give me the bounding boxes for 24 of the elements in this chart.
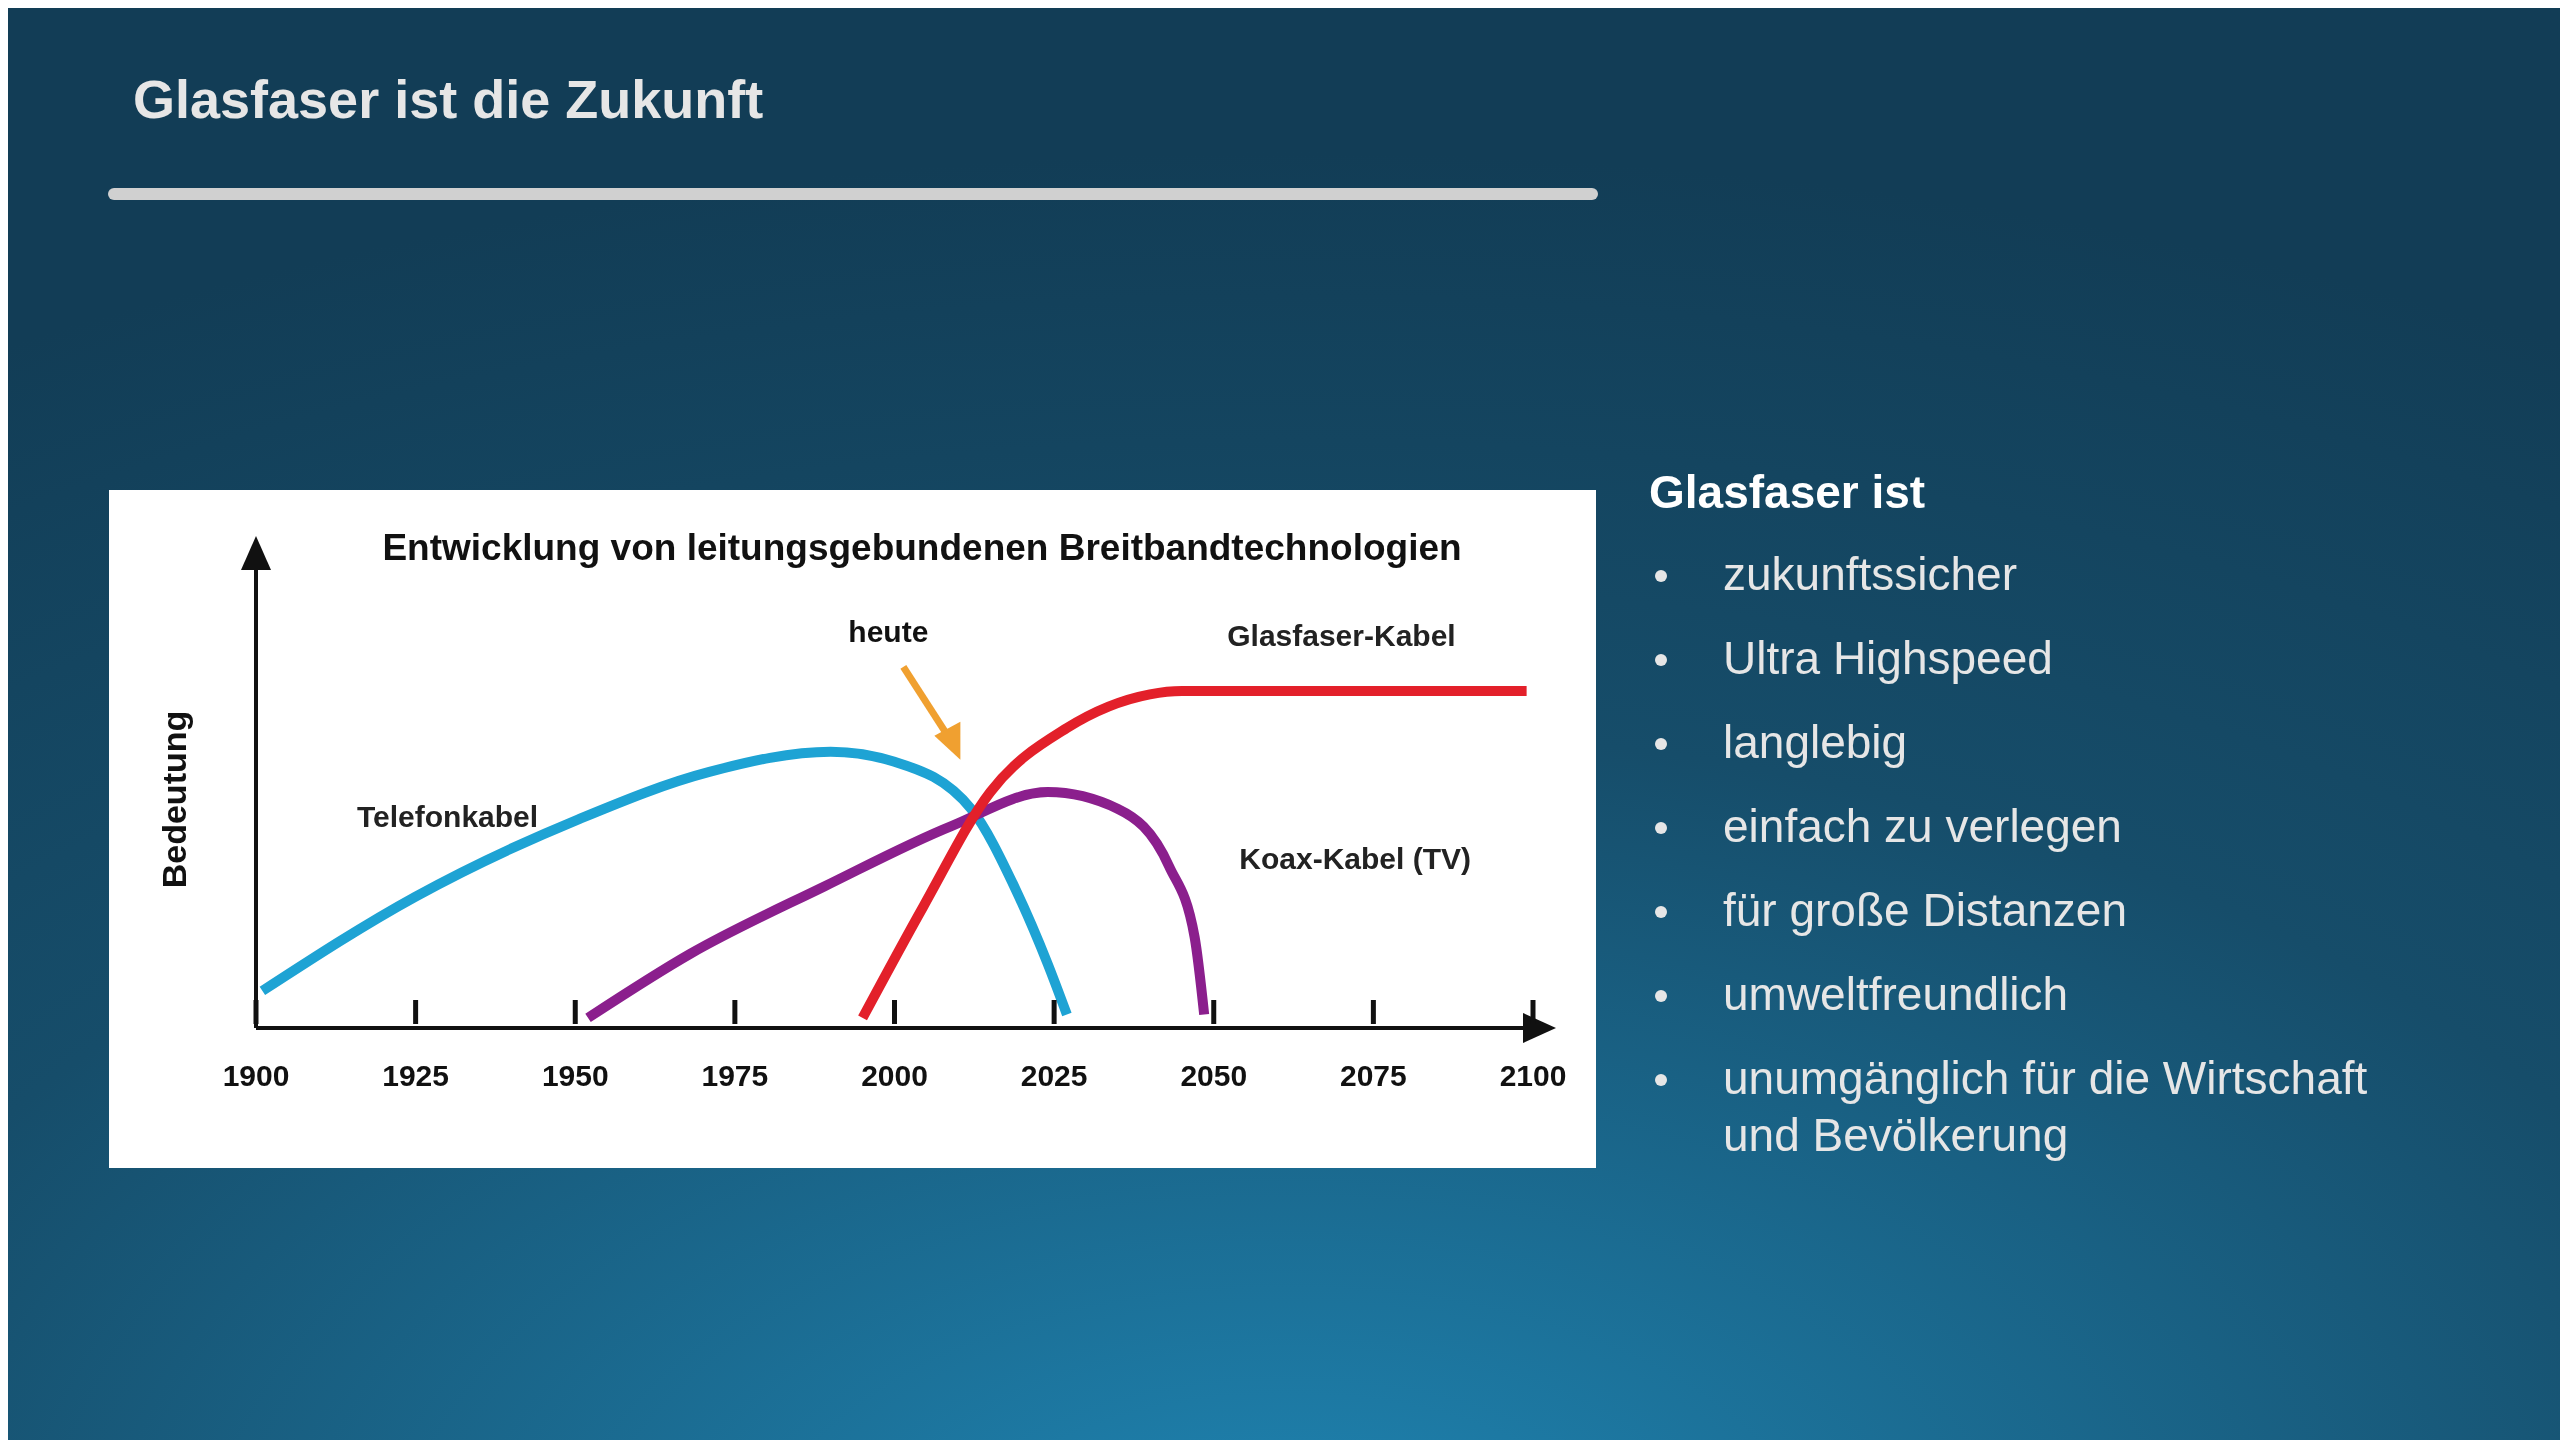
text: für große Distanzen <box>1723 884 2127 936</box>
x-tick-label: 2075 <box>1340 1059 1407 1092</box>
x-tick-label: 2050 <box>1180 1059 1248 1092</box>
x-tick-label: 2025 <box>1020 1059 1088 1092</box>
x-tick-label: 2100 <box>1499 1059 1567 1092</box>
chart-title: Entwicklung von leitungsgebundenen Breitbandtechnologien <box>382 527 1462 568</box>
x-tick-label: 2000 <box>861 1059 928 1092</box>
y-axis-title: Bedeutung <box>155 710 193 889</box>
series-label: Koax-Kabel (TV) <box>1239 841 1471 875</box>
x-tick-label: 1900 <box>222 1059 290 1092</box>
text: zukunftssicher <box>1723 548 2018 600</box>
text: unumgänglich für die Wirtschaft und Bevölkerung <box>1723 1052 2368 1161</box>
text: umweltfreundlich <box>1723 968 2069 1020</box>
x-tick-label: 1950 <box>541 1059 609 1092</box>
x-tick-label: 1925 <box>382 1059 449 1092</box>
text: Glasfaser ist <box>1649 466 1926 518</box>
text: Ultra Highspeed <box>1723 632 2053 684</box>
x-tick-label: 1975 <box>701 1059 769 1092</box>
series-label: Telefonkabel <box>356 799 539 833</box>
text: Glasfaser ist die Zukunft <box>133 69 764 129</box>
text: einfach zu verlegen <box>1723 800 2122 852</box>
text: heute <box>848 614 929 648</box>
series-label: Glasfaser-Kabel <box>1227 619 1456 652</box>
text: langlebig <box>1723 716 1908 768</box>
